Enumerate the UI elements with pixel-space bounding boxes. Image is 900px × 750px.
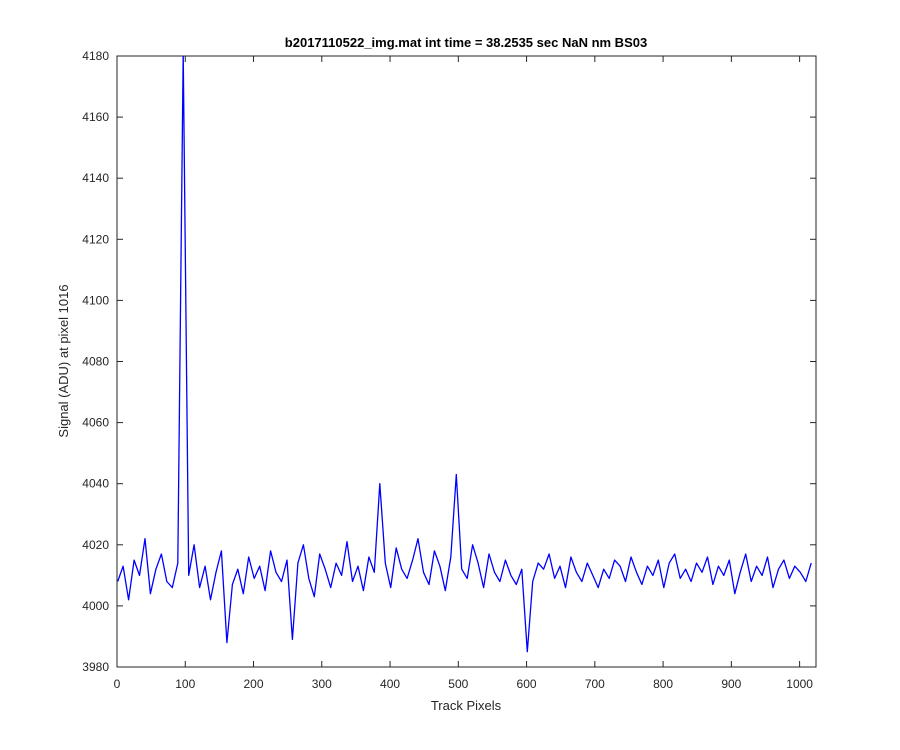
x-tick-label: 600 xyxy=(517,677,537,691)
y-tick-label: 4060 xyxy=(82,416,109,430)
y-tick-label: 4080 xyxy=(82,355,109,369)
y-tick-label: 4180 xyxy=(82,49,109,63)
x-tick-label: 1000 xyxy=(786,677,813,691)
x-axis: 0 100 200 300 400 500 600 700 800 900 1000 xyxy=(114,56,813,691)
y-tick-label: 4000 xyxy=(82,599,109,613)
x-tick-label: 500 xyxy=(448,677,468,691)
y-tick-label: 4160 xyxy=(82,110,109,124)
x-axis-label: Track Pixels xyxy=(431,698,502,713)
x-tick-label: 100 xyxy=(175,677,195,691)
series-line-0 xyxy=(117,56,812,653)
x-tick-label: 400 xyxy=(380,677,400,691)
y-tick-label: 4120 xyxy=(82,232,109,246)
y-axis: 3980 4000 4020 4040 4060 4080 4100 4120 4140 4160… xyxy=(82,49,816,674)
y-tick-label: 4040 xyxy=(82,477,109,491)
x-tick-label: 900 xyxy=(721,677,741,691)
x-tick-label: 0 xyxy=(114,677,121,691)
chart-title: b2017110522_img.mat int time = 38.2535 s… xyxy=(285,35,647,50)
y-tick-label: 4020 xyxy=(82,538,109,552)
y-tick-label: 4140 xyxy=(82,171,109,185)
x-tick-label: 200 xyxy=(244,677,264,691)
plot-clip-group xyxy=(117,56,812,653)
x-tick-label: 800 xyxy=(653,677,673,691)
plot-area xyxy=(116,55,817,668)
x-tick-label: 700 xyxy=(585,677,605,691)
y-tick-label: 4100 xyxy=(82,293,109,307)
x-tick-label: 300 xyxy=(312,677,332,691)
y-tick-label: 3980 xyxy=(82,660,109,674)
y-axis-label: Signal (ADU) at pixel 1016 xyxy=(56,284,71,437)
